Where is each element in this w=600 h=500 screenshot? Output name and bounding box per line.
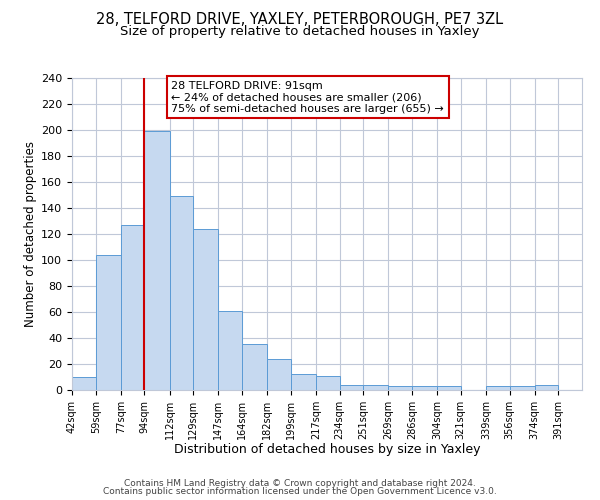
- Text: Size of property relative to detached houses in Yaxley: Size of property relative to detached ho…: [120, 25, 480, 38]
- Text: 28 TELFORD DRIVE: 91sqm
← 24% of detached houses are smaller (206)
75% of semi-d: 28 TELFORD DRIVE: 91sqm ← 24% of detache…: [172, 80, 444, 114]
- Bar: [486, 386, 509, 390]
- Bar: [412, 386, 437, 390]
- Text: Contains public sector information licensed under the Open Government Licence v3: Contains public sector information licen…: [103, 487, 497, 496]
- Bar: [509, 386, 535, 390]
- Bar: [316, 376, 340, 390]
- Bar: [218, 310, 242, 390]
- Bar: [291, 374, 316, 390]
- Bar: [170, 196, 193, 390]
- Bar: [437, 386, 461, 390]
- Bar: [388, 386, 412, 390]
- Text: Contains HM Land Registry data © Crown copyright and database right 2024.: Contains HM Land Registry data © Crown c…: [124, 478, 476, 488]
- Bar: [193, 228, 218, 390]
- Bar: [95, 254, 121, 390]
- Bar: [242, 344, 267, 390]
- Bar: [145, 131, 170, 390]
- X-axis label: Distribution of detached houses by size in Yaxley: Distribution of detached houses by size …: [174, 444, 480, 456]
- Y-axis label: Number of detached properties: Number of detached properties: [24, 141, 37, 327]
- Text: 28, TELFORD DRIVE, YAXLEY, PETERBOROUGH, PE7 3ZL: 28, TELFORD DRIVE, YAXLEY, PETERBOROUGH,…: [97, 12, 503, 28]
- Bar: [340, 385, 363, 390]
- Bar: [267, 359, 291, 390]
- Bar: [121, 224, 145, 390]
- Bar: [363, 385, 388, 390]
- Bar: [535, 385, 559, 390]
- Bar: [72, 377, 95, 390]
